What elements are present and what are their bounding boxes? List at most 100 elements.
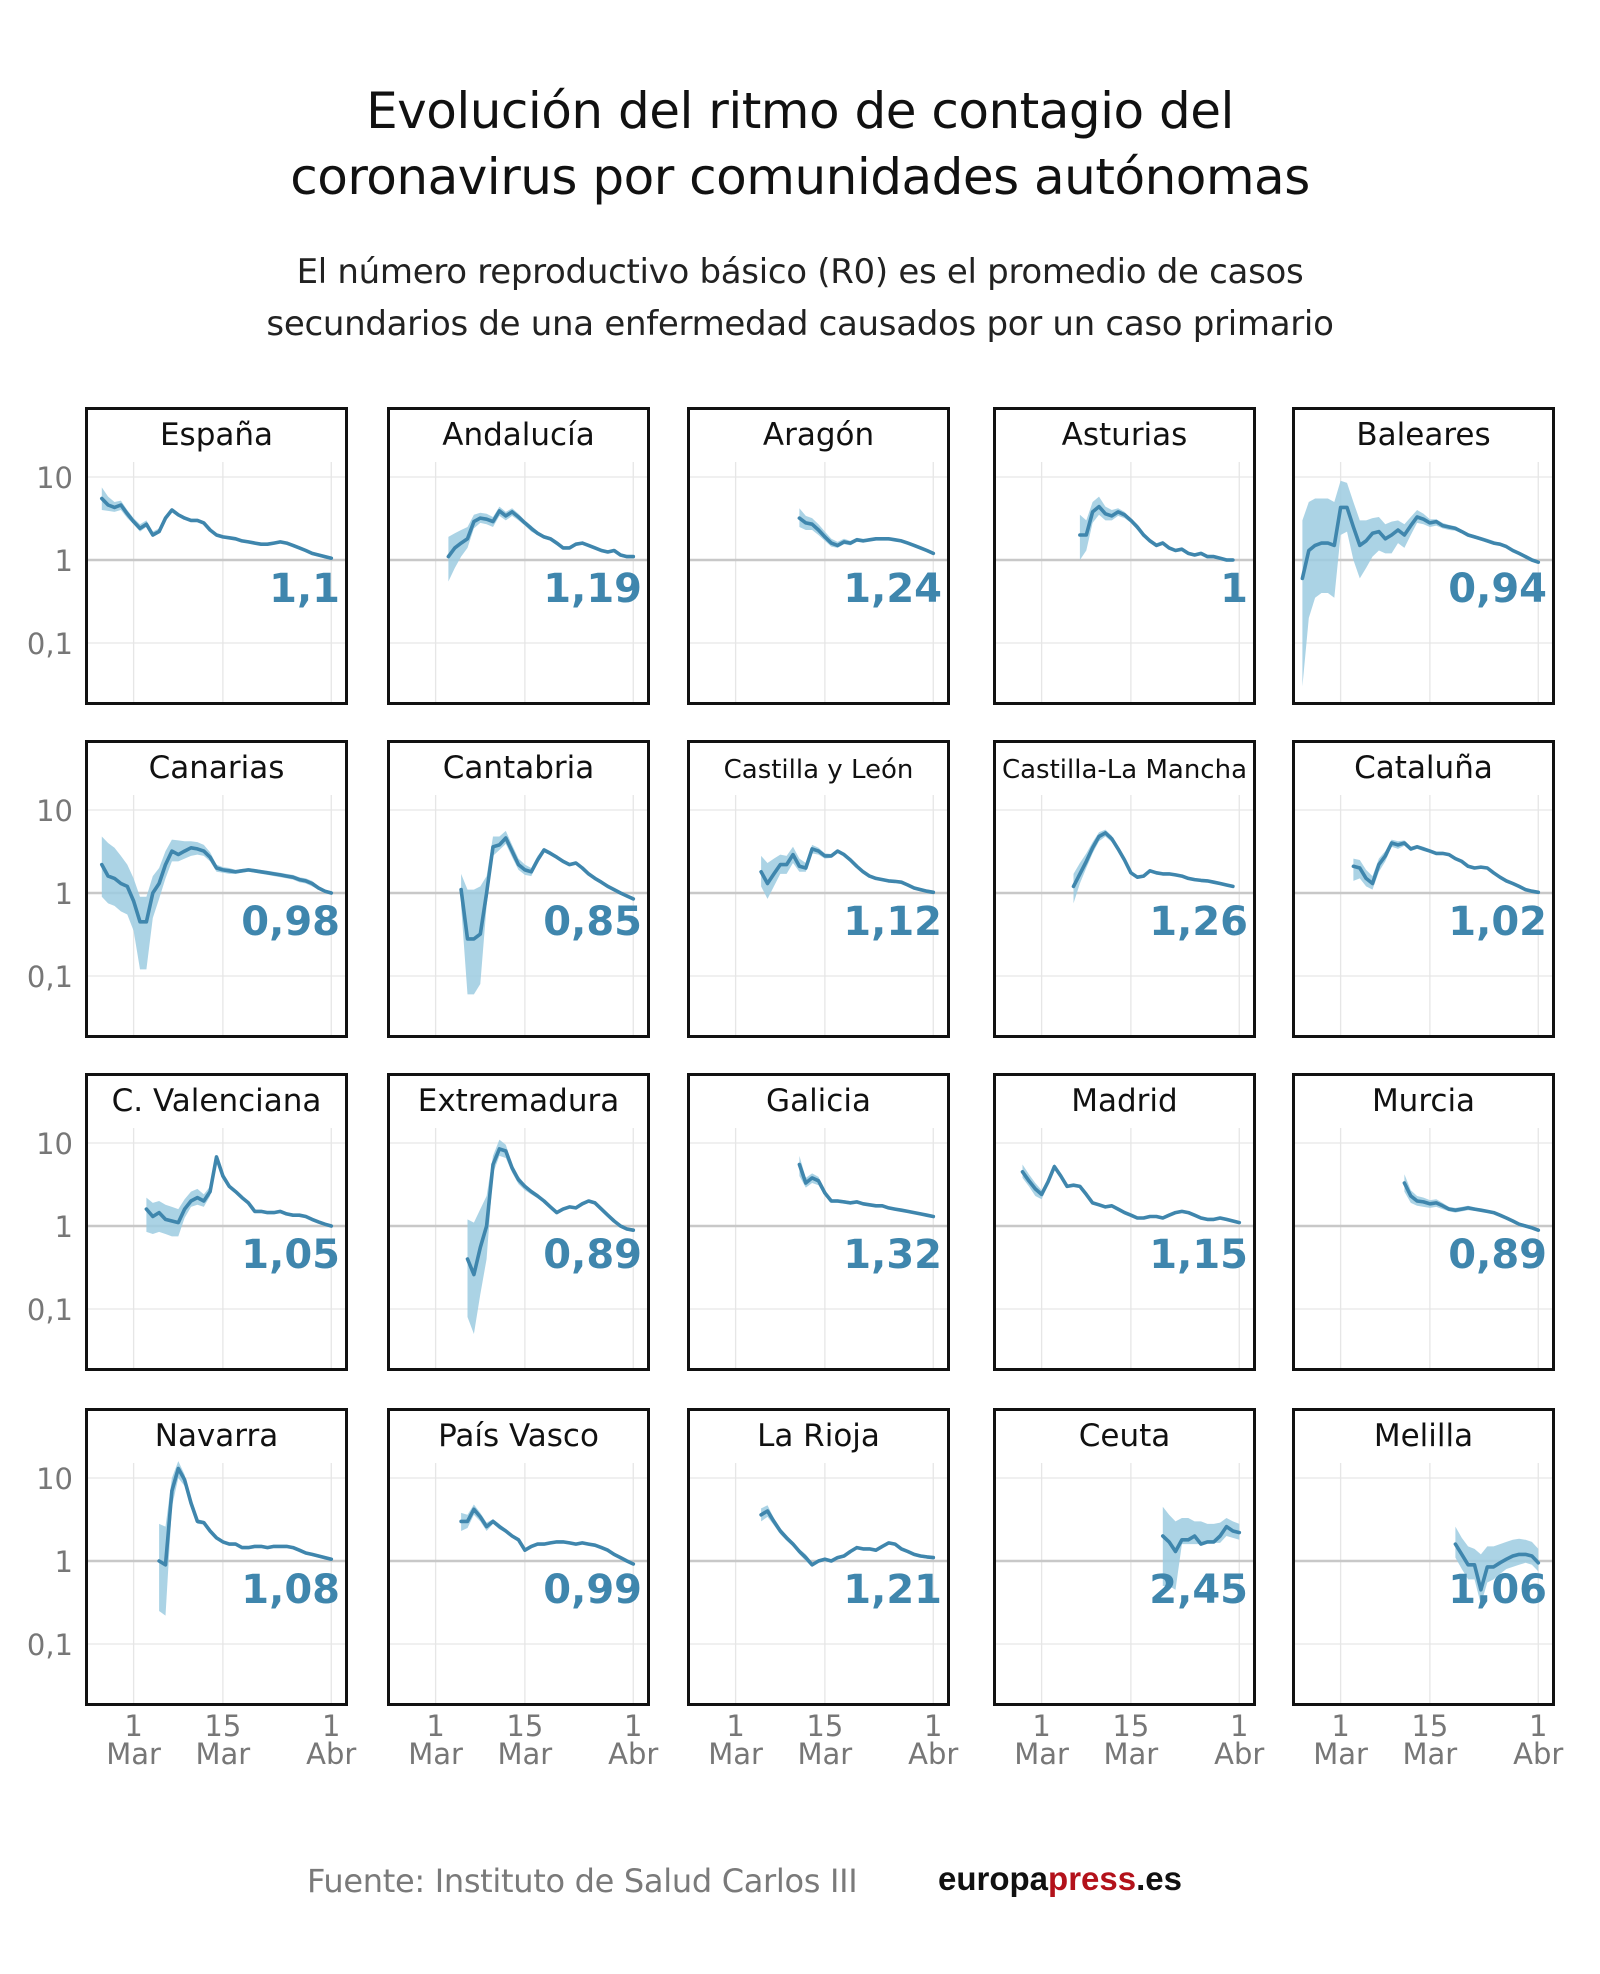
brand-part1: europa — [938, 1860, 1049, 1897]
panel-plot-area — [995, 1128, 1254, 1369]
panel-castilla-y-le-n: Castilla y León 1,12 — [687, 740, 950, 1038]
x-tick-label-day: 15 — [1411, 1709, 1448, 1743]
panel-title: C. Valenciana — [112, 1083, 322, 1119]
panel-frame — [85, 407, 348, 705]
panel-value-label: 0,89 — [543, 1232, 642, 1278]
panel-cantabria: Cantabria 0,85 — [387, 740, 650, 1038]
confidence-band — [461, 830, 634, 995]
panel-frame — [1292, 1073, 1555, 1371]
panel-value-label: 1,26 — [1149, 899, 1248, 945]
panel-title: Ceuta — [1079, 1418, 1171, 1454]
x-tick-label-day: 1 — [426, 1709, 444, 1743]
chart-subtitle-line1: El número reproductivo básico (R0) es el… — [296, 252, 1304, 292]
r0-series-line — [1453, 1542, 1541, 1592]
r0-series-line — [797, 516, 936, 556]
panel-value-label: 1,06 — [1448, 1567, 1547, 1613]
panel-title: Murcia — [1372, 1083, 1475, 1119]
confidence-band — [799, 1155, 934, 1218]
r0-series-line — [1351, 841, 1541, 895]
panel-title: Aragón — [763, 417, 874, 453]
panel-title: Castilla y León — [724, 755, 914, 785]
panel-frame — [85, 740, 348, 1038]
confidence-band — [1079, 496, 1233, 562]
x-tick-label-day: 1 — [624, 1709, 642, 1743]
panel-plot-area — [389, 1463, 648, 1704]
panel-title: Navarra — [155, 1418, 278, 1454]
panel-title: Galicia — [766, 1083, 871, 1119]
panel-frame — [687, 1408, 950, 1706]
x-tick-label-month: Mar — [708, 1737, 763, 1771]
panel-value-label: 1,05 — [241, 1232, 340, 1278]
panel-murcia: Murcia 0,89 — [1292, 1073, 1555, 1371]
x-tick-label-month: Mar — [106, 1737, 161, 1771]
x-tick-label-month: Abr — [306, 1737, 356, 1771]
panel-frame — [387, 740, 650, 1038]
panel-plot-area — [1294, 462, 1553, 703]
panel-value-label: 1,24 — [843, 566, 942, 612]
panel-plot-area — [689, 462, 948, 703]
panel-frame — [993, 740, 1256, 1038]
panel-plot-area — [87, 1461, 346, 1704]
x-tick-label-day: 15 — [204, 1709, 241, 1743]
chart-subtitle: El número reproductivo básico (R0) es el… — [0, 246, 1600, 350]
panel-arag-n: Aragón 1,24 — [687, 407, 950, 705]
panel-value-label: 1,15 — [1149, 1232, 1248, 1278]
panel-title: España — [160, 417, 273, 453]
y-tick-label: 1 — [55, 877, 73, 911]
chart-title: Evolución del ritmo de contagio del coro… — [0, 78, 1600, 210]
brand-part3: .es — [1136, 1860, 1182, 1897]
r0-series-line — [465, 1147, 636, 1277]
x-tick-label-day: 1 — [924, 1709, 942, 1743]
panel-plot-area — [389, 795, 648, 1036]
y-tick-label: 0,1 — [27, 960, 73, 994]
panel-title: Madrid — [1071, 1083, 1177, 1119]
panel-title: Extremadura — [418, 1083, 620, 1119]
x-tick-label-month: Abr — [908, 1737, 958, 1771]
x-tick-label-day: 1 — [726, 1709, 744, 1743]
panel-asturias: Asturias 1 — [993, 407, 1256, 705]
panel-value-label: 0,98 — [241, 899, 340, 945]
panel-title: Canarias — [149, 750, 285, 786]
panel-frame — [1292, 407, 1555, 705]
chart-title-line2: coronavirus por comunidades autónomas — [290, 148, 1310, 206]
panel-frame — [687, 740, 950, 1038]
x-tick-label-day: 1 — [1529, 1709, 1547, 1743]
panel-plot-area — [87, 1128, 346, 1369]
r0-series-line — [1078, 504, 1235, 562]
x-tick-label-month: Mar — [1104, 1737, 1159, 1771]
y-tick-label: 1 — [55, 1210, 73, 1244]
r0-series-line — [446, 509, 636, 559]
r0-series-line — [759, 1509, 936, 1567]
panel-frame — [687, 1073, 950, 1371]
r0-series-line — [1071, 831, 1235, 889]
panel-andaluc-a: Andalucía 1,19 — [387, 407, 650, 705]
r0-series-line — [459, 1507, 636, 1566]
panel-value-label: 1,19 — [543, 566, 642, 612]
panel-frame — [1292, 740, 1555, 1038]
panel-value-label: 0,89 — [1448, 1232, 1547, 1278]
chart-subtitle-line2: secundarios de una enfermedad causados p… — [266, 304, 1334, 344]
panel-extremadura: Extremadura 0,89 — [387, 1073, 650, 1371]
panel-espa-a: España 1,1 10 1 0,1 — [27, 407, 348, 705]
x-tick-label-day: 15 — [1112, 1709, 1149, 1743]
y-tick-label: 10 — [36, 1462, 73, 1496]
panel-plot-area — [995, 1463, 1254, 1704]
panel-plot-area — [1294, 795, 1553, 1036]
panel-plot-area — [995, 462, 1254, 703]
x-tick-label-month: Abr — [1513, 1737, 1563, 1771]
panel-c-valenciana: C. Valenciana 1,05 10 1 0,1 — [27, 1073, 348, 1371]
y-tick-label: 10 — [36, 461, 73, 495]
panel-title: Castilla-La Mancha — [1002, 755, 1247, 785]
x-tick-label-day: 1 — [1331, 1709, 1349, 1743]
panel-title: La Rioja — [757, 1418, 880, 1454]
x-tick-label-day: 1 — [1230, 1709, 1248, 1743]
confidence-band — [761, 844, 934, 899]
panel-value-label: 1,21 — [843, 1567, 942, 1613]
panel-frame — [387, 407, 650, 705]
r0-series-line — [1161, 1524, 1242, 1554]
brand-logo: europapress.es — [938, 1860, 1182, 1898]
x-tick-label-day: 1 — [1032, 1709, 1050, 1743]
r0-series-line — [459, 836, 636, 941]
